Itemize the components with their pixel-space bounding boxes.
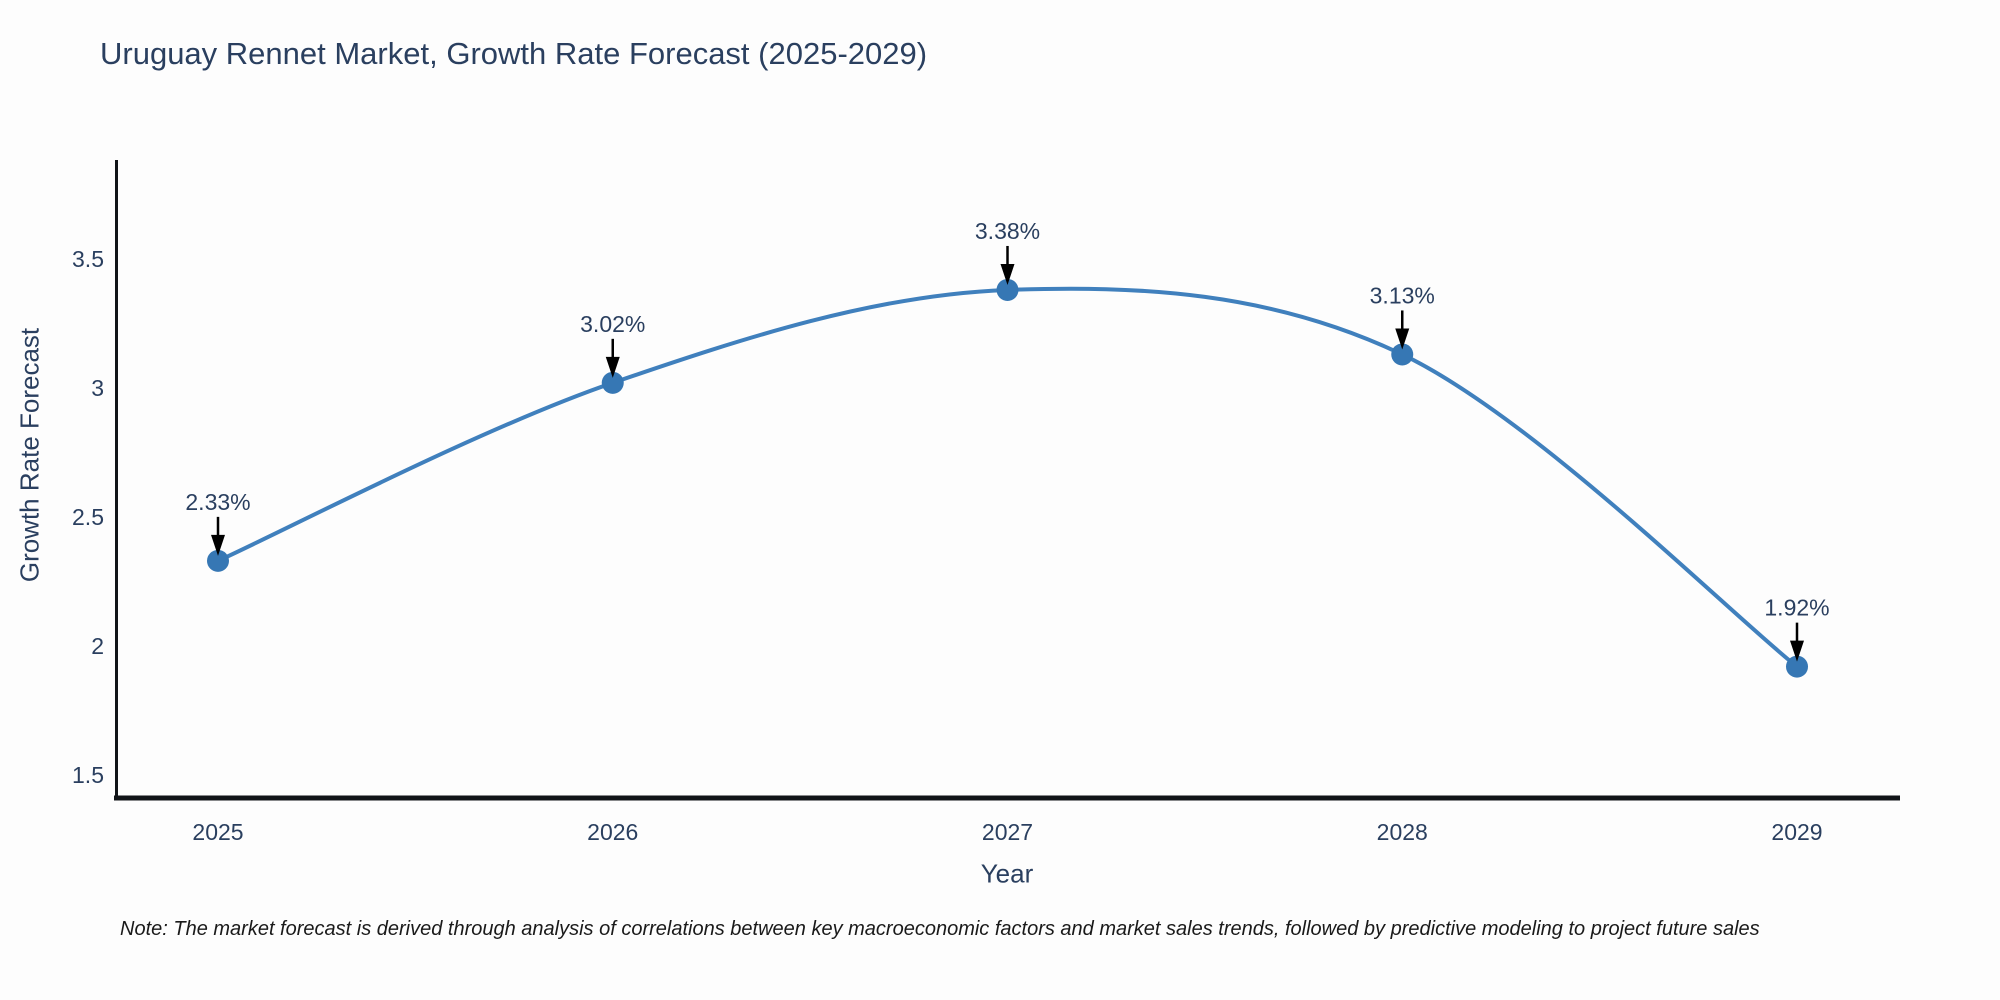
point-label-2029: 1.92% [1764,595,1829,621]
data-point-2025[interactable] [207,549,229,572]
point-label-2028: 3.13% [1370,282,1435,308]
x-tick-label-2025: 2025 [192,819,243,845]
y-tick-label-3: 3 [91,375,104,401]
annotation-arrowhead-2029 [1790,640,1804,662]
data-point-2026[interactable] [601,371,624,394]
point-label-2027: 3.38% [975,218,1040,244]
annotation-arrowhead-2027 [1000,263,1015,285]
annotation-arrowhead-2026 [605,356,620,378]
point-label-2025: 2.33% [185,489,250,515]
point-label-2026: 3.02% [580,311,645,337]
x-tick-label-2027: 2027 [982,819,1033,845]
annotation-arrowhead-2028 [1395,328,1410,350]
x-tick-label-2029: 2029 [1771,819,1822,845]
y-tick-label-2: 2 [91,633,104,659]
y-tick-label-2.5: 2.5 [72,504,104,530]
footnote: Note: The market forecast is derived thr… [120,918,1760,940]
y-tick-label-1.5: 1.5 [72,762,104,788]
data-point-2028[interactable] [1391,343,1414,366]
data-point-2029[interactable] [1786,655,1808,678]
x-tick-label-2026: 2026 [587,819,638,845]
annotation-arrowhead-2025 [211,534,225,556]
data-point-2027[interactable] [996,278,1019,301]
x-tick-label-2028: 2028 [1377,819,1428,845]
y-tick-label-3.5: 3.5 [72,246,104,272]
chart-title: Uruguay Rennet Market, Growth Rate Forec… [100,36,928,71]
line-series [216,286,1799,669]
x-axis-title: Year [980,858,1034,889]
